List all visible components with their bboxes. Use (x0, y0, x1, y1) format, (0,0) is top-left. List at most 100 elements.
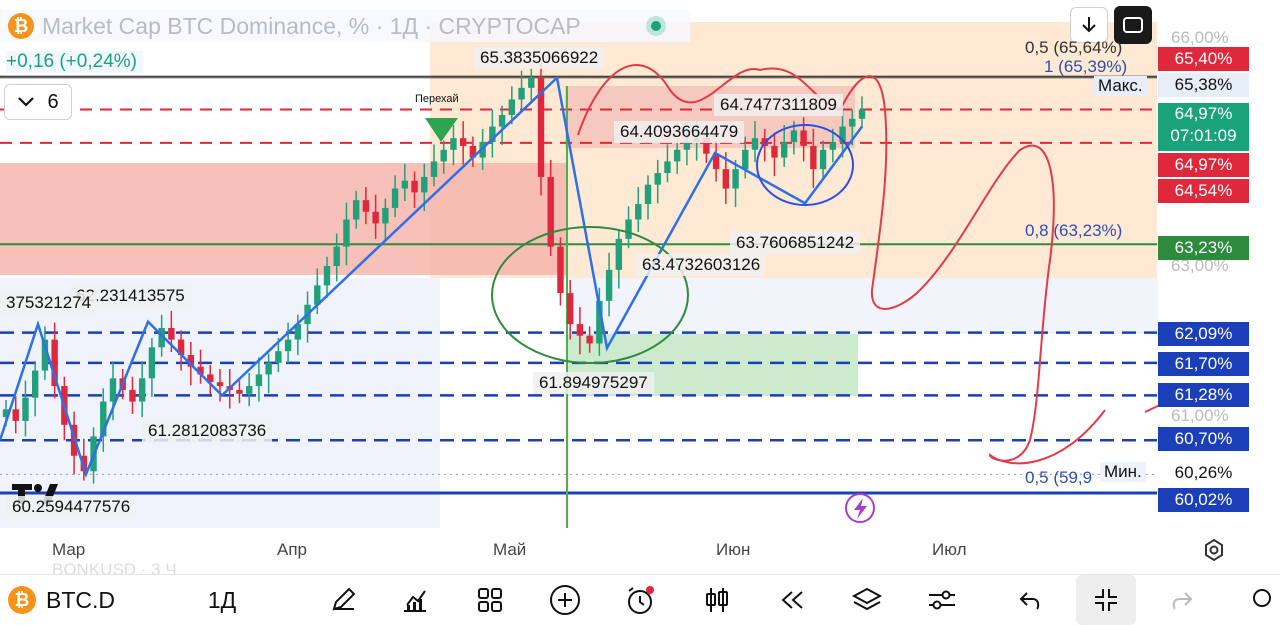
price-badge-60-70: 60,70% (1158, 427, 1249, 451)
candle-body (333, 246, 340, 266)
add-button[interactable] (540, 575, 590, 625)
candle-body (508, 99, 516, 115)
chart-type-button[interactable] (692, 575, 742, 625)
interval-button[interactable]: 1Д (190, 575, 254, 625)
fullscreen-icon (1123, 17, 1143, 33)
candle-body (566, 293, 574, 325)
replay-button[interactable] (767, 575, 817, 625)
candle-body (780, 142, 788, 158)
layouts-icon (478, 588, 502, 612)
search-button[interactable] (1248, 575, 1280, 625)
candle-body (732, 169, 739, 189)
price-badge-60-02: 60,02% (1158, 488, 1249, 512)
candle-body (323, 266, 331, 286)
month-label-mar: Мар (52, 540, 86, 559)
symbol-button[interactable]: ₿ BTC.D (8, 575, 136, 625)
price-badge-60-26: 60,26% (1158, 461, 1249, 485)
price-badge-65-38: 65,38% (1158, 73, 1249, 97)
candle-body (586, 335, 593, 344)
candle-body (41, 339, 49, 371)
candle-body (255, 374, 263, 387)
candle-body (207, 374, 214, 383)
price-badge-63-23: 63,23% (1158, 236, 1249, 260)
candle-body (489, 126, 496, 143)
candle-body (537, 77, 545, 177)
candle-body (839, 126, 846, 143)
candle-body (625, 219, 632, 239)
chart-settings-icon[interactable] (1202, 538, 1226, 567)
redo-icon (1172, 592, 1193, 610)
candle-body (450, 138, 457, 150)
candle-body (343, 219, 350, 247)
candle-body (391, 188, 399, 208)
candle-body (459, 138, 467, 146)
light-blue-zone-right (568, 278, 1158, 334)
time-axis[interactable]: Мар Апр Май Июн Июл BONKUSD · 3 Ч (0, 530, 1280, 579)
header-bar (0, 10, 690, 42)
candle-body (819, 149, 827, 170)
candle-body (362, 200, 370, 212)
candle-body (576, 324, 584, 336)
candle-body (703, 138, 710, 154)
candle-body (469, 145, 477, 158)
candle-body (314, 285, 321, 305)
chart-area[interactable]: ₿ Market Cap BTC Dominance, % · 1Д · CRY… (0, 0, 1280, 530)
current-price: 64,97% (1174, 104, 1233, 123)
compress-button[interactable] (1076, 575, 1136, 625)
pivot-label-partial: 375321274 (0, 292, 98, 314)
layouts-button[interactable] (465, 575, 515, 625)
countdown-timer: 07:01:09 (1170, 126, 1237, 145)
pivot-label-65-38: 65.3835066922 (474, 47, 605, 69)
candle-body (129, 389, 136, 402)
layers-button[interactable] (842, 575, 892, 625)
bitcoin-icon: ₿ (8, 13, 34, 39)
price-badge-64-97: 64,97% (1158, 153, 1249, 177)
candle-body (518, 87, 525, 100)
replay-icon (781, 591, 803, 609)
redo-button[interactable] (1157, 575, 1207, 625)
candle-body (673, 149, 681, 162)
candle-body (751, 138, 759, 150)
candle-body (800, 130, 807, 146)
chart-title[interactable]: Market Cap BTC Dominance, % · 1Д · CRYPT… (42, 13, 581, 39)
price-badge-62-09: 62,09% (1158, 322, 1249, 346)
candle-body (12, 409, 19, 421)
candle-body (615, 238, 623, 270)
blue-circle-drawing (756, 124, 854, 206)
alert-button[interactable] (615, 575, 665, 625)
month-label-may: Май (493, 540, 527, 559)
settings-icon (929, 590, 955, 610)
download-button[interactable] (1070, 7, 1108, 43)
collapse-indicators-button[interactable]: 6 (4, 84, 72, 120)
annotation-label: Перехай (415, 93, 459, 105)
candle-body (430, 161, 438, 177)
price-tick-63: 63,00% (1171, 256, 1229, 275)
candle-body (771, 145, 778, 158)
draw-icon (332, 587, 356, 611)
candle-body (644, 184, 652, 205)
fullscreen-button[interactable] (1114, 6, 1152, 44)
live-dot-icon (646, 16, 666, 36)
chevron-down-icon (18, 97, 35, 107)
fib-label-05-top: 0,5 (65,64%) (1025, 38, 1123, 57)
price-tick-61: 61,00% (1171, 406, 1229, 425)
settings-button[interactable] (917, 575, 967, 625)
indicators-button[interactable] (390, 575, 440, 625)
candle-body (31, 370, 39, 398)
price-badge-61-28: 61,28% (1158, 383, 1249, 407)
candle-body (654, 173, 661, 185)
candle-body (2, 409, 10, 418)
candle-body (498, 114, 506, 127)
undo-button[interactable] (1005, 575, 1055, 625)
candle-body (635, 204, 642, 220)
candle-body (683, 142, 691, 150)
candle-body (100, 401, 107, 437)
fib-label-05-bottom: 0,5 (59,9 (1025, 468, 1093, 487)
candle-body (51, 339, 58, 387)
candle-body (810, 145, 817, 170)
green-circle-drawing (491, 226, 689, 364)
candlestick-chart[interactable] (0, 0, 1280, 530)
draw-button[interactable] (318, 575, 368, 625)
candle-body (148, 347, 156, 379)
candle-body (22, 397, 29, 421)
